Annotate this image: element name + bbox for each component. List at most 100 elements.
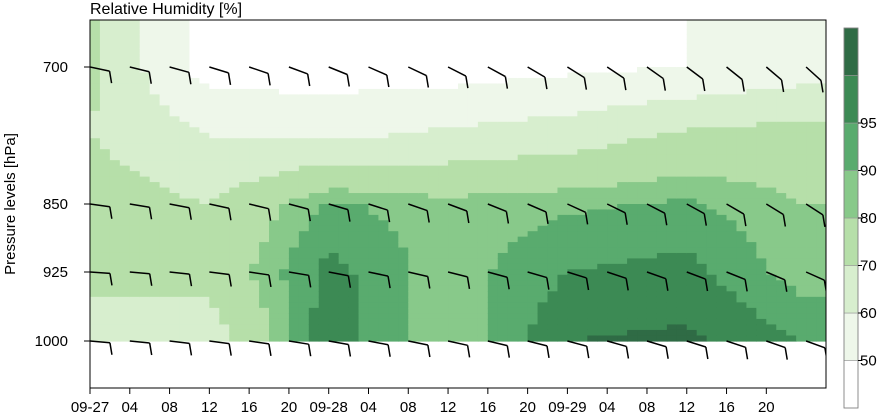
heat-cell (597, 302, 608, 309)
heat-cell (477, 99, 489, 106)
heat-cell (666, 160, 678, 167)
heat-cell (99, 182, 111, 189)
heat-cell (90, 324, 101, 331)
heat-cell (527, 252, 539, 259)
heat-cell (806, 94, 817, 101)
heat-cell (288, 154, 300, 161)
heat-cell (587, 198, 598, 205)
heat-cell (686, 165, 698, 172)
heat-cell (99, 160, 111, 167)
heat-cell (438, 77, 449, 85)
heat-cell (776, 236, 787, 243)
heat-cell (448, 231, 459, 238)
heat-cell (288, 225, 300, 232)
heat-cell (159, 132, 171, 139)
heat-cell (209, 149, 220, 156)
heat-cell (686, 105, 698, 112)
heat-cell (398, 127, 409, 134)
heat-cell (766, 318, 777, 326)
heat-cell (378, 88, 389, 95)
heat-cell (239, 110, 250, 117)
heat-cell (736, 187, 748, 194)
heat-cell (597, 182, 608, 189)
heat-cell (438, 182, 449, 189)
heat-cell (308, 258, 320, 265)
heat-cell (796, 313, 807, 320)
heat-cell (189, 72, 201, 79)
heat-cell (189, 296, 201, 303)
heat-cell (398, 43, 409, 49)
heat-cell (298, 209, 310, 216)
heat-cell (269, 307, 280, 314)
heat-cell (497, 29, 509, 35)
heat-cell (756, 285, 767, 292)
heat-cell (169, 252, 181, 259)
heat-cell (706, 132, 718, 139)
heat-cell (358, 149, 370, 156)
heat-cell (368, 83, 380, 90)
heat-cell (169, 20, 181, 26)
heat-cell (249, 329, 260, 337)
heat-cell (398, 77, 409, 85)
heat-cell (656, 138, 668, 145)
heat-cell (776, 225, 787, 232)
heat-cell (338, 291, 350, 298)
heat-cell (716, 20, 728, 26)
heat-cell (607, 198, 618, 205)
heat-cell (477, 280, 489, 287)
y-tick-label: 850 (43, 196, 68, 213)
heat-cell (109, 285, 121, 292)
heat-cell (438, 88, 449, 95)
heat-cell (119, 38, 131, 45)
heat-cell (497, 149, 509, 156)
heat-cell (756, 116, 767, 123)
heat-cell (786, 285, 797, 292)
heat-cell (149, 110, 161, 117)
heat-cell (249, 247, 260, 254)
heat-cell (139, 193, 151, 200)
heat-cell (537, 307, 549, 314)
heat-cell (557, 43, 569, 49)
heat-cell (477, 160, 489, 167)
heat-cell (278, 77, 290, 85)
heat-cell (458, 77, 469, 85)
heat-cell (219, 127, 230, 134)
heat-cell (149, 99, 161, 106)
heat-cell (169, 94, 181, 101)
heat-cell (557, 20, 569, 26)
heat-cell (756, 329, 767, 337)
heat-cell (119, 116, 131, 123)
heat-cell (527, 132, 539, 139)
heat-cell (806, 116, 817, 123)
heat-cell (219, 34, 230, 40)
heat-cell (189, 313, 201, 320)
heat-cell (358, 307, 370, 314)
heat-cell (627, 242, 638, 249)
heat-cell (477, 204, 489, 211)
heat-cell (756, 43, 767, 49)
heat-cell (607, 313, 618, 320)
heat-cell (587, 307, 598, 314)
heat-cell (686, 263, 698, 270)
heat-cell (129, 143, 141, 150)
heat-cell (278, 83, 290, 90)
heat-cell (109, 24, 121, 30)
heat-cell (736, 99, 748, 106)
heat-cell (637, 83, 648, 90)
heat-cell (627, 165, 638, 172)
heat-cell (318, 143, 330, 150)
heat-cell (517, 296, 529, 303)
heat-cell (129, 225, 141, 232)
heat-cell (537, 160, 549, 167)
heat-cell (209, 258, 220, 265)
heat-cell (298, 313, 310, 320)
heat-cell (736, 335, 748, 342)
heat-cell (746, 121, 757, 128)
heat-cell (557, 149, 569, 156)
heat-cell (149, 263, 161, 270)
heat-cell (736, 176, 748, 183)
heat-cell (736, 302, 748, 309)
heat-cell (458, 318, 469, 326)
heat-cell (756, 324, 767, 331)
heat-cell (537, 329, 549, 337)
